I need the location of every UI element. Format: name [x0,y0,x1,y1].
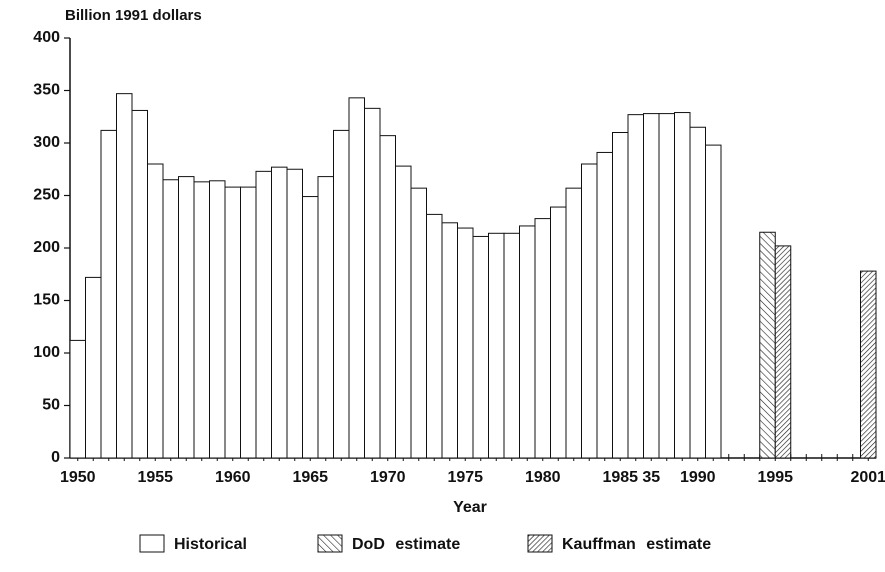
y-tick-label: 100 [33,344,60,361]
x-tick-label: 1975 [447,469,483,486]
bar [426,213,443,459]
bar [627,114,644,459]
bar [705,144,722,459]
x-axis-label: Year [453,499,487,516]
bar [364,107,381,459]
bar [69,339,86,459]
y-tick-label: 300 [33,134,60,151]
bar [317,176,334,459]
y-tick-label: 250 [33,187,60,204]
legend-label: Kauffman estimate [562,536,711,553]
bar [100,129,117,459]
chart-title: Billion 1991 dollars [65,7,202,24]
legend-label: Historical [174,536,247,553]
x-tick-label: 1965 [292,469,328,486]
y-tick-label: 50 [42,397,60,414]
bar [302,196,319,459]
y-tick-label: 350 [33,82,60,99]
bar [519,225,536,459]
bar [410,187,427,459]
y-tick-label: 400 [33,29,60,46]
bar [581,163,598,459]
bar [472,235,489,459]
bar [674,112,691,459]
bar [395,165,412,459]
bar [565,187,582,459]
bar [689,126,706,459]
x-tick-label: 1990 [680,469,716,486]
bar [240,186,257,459]
bar [286,168,303,459]
y-tick-label: 200 [33,239,60,256]
bar [643,113,660,459]
bar [147,163,164,459]
bar [860,270,877,459]
bar [193,181,210,459]
bar [162,179,179,459]
bar [457,227,474,459]
bar [441,222,458,459]
bar [333,129,350,459]
legend-swatch [527,534,553,553]
bar [658,113,675,459]
bar [774,245,792,459]
bar [759,231,776,459]
bar [379,135,396,459]
bar [224,186,241,459]
bar [348,97,365,459]
bar [550,206,567,459]
bar [503,232,520,459]
bar [178,176,195,459]
x-tick-label: 1995 [757,469,793,486]
x-tick-label: 1970 [370,469,406,486]
x-tick-label: 1985 [602,469,638,486]
bar [534,218,551,459]
legend-swatch [317,534,343,553]
x-tick-label: 1950 [60,469,96,486]
legend-swatch [139,534,165,553]
bar [612,132,629,459]
bar [85,276,102,459]
y-tick-label: 0 [51,449,60,466]
x-tick-label: 35 [642,469,660,486]
bar [255,170,272,459]
bar [488,232,505,459]
bar [271,166,288,459]
y-tick-label: 150 [33,292,60,309]
x-tick-label: 1960 [215,469,251,486]
bar [131,109,148,459]
bar [116,93,133,459]
x-tick-label: 2001 [850,469,885,486]
legend-label: DoD estimate [352,536,460,553]
x-tick-label: 1955 [137,469,173,486]
bar [209,180,226,459]
x-tick-label: 1980 [525,469,561,486]
bar [596,151,613,459]
